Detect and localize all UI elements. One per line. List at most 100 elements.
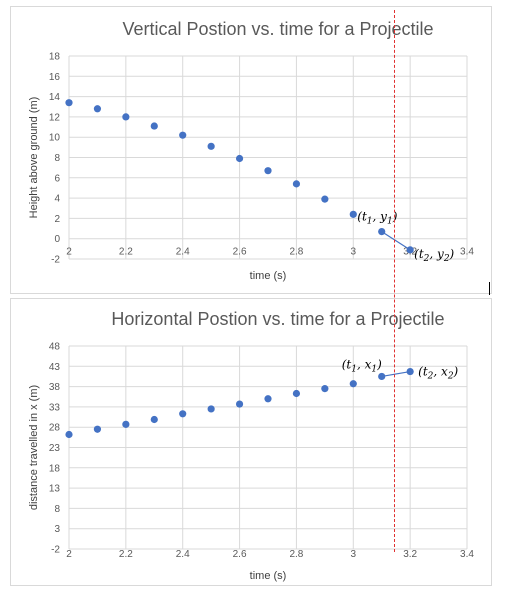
data-point	[179, 410, 187, 418]
y-axis-label: distance travelled in x (m)	[28, 385, 40, 510]
point-annotation-label: (t1, x1)	[342, 357, 382, 374]
annotation-text: t	[362, 209, 367, 223]
x-tick-label: 2	[66, 549, 72, 560]
data-point	[292, 180, 301, 188]
data-point	[207, 405, 215, 413]
annotation-text: t	[419, 247, 424, 261]
x-tick-label: 3.4	[460, 549, 474, 560]
annotation-text: y	[379, 209, 387, 223]
data-point	[235, 400, 244, 408]
annotation-text: t	[346, 357, 351, 371]
data-point	[349, 210, 357, 218]
data-point	[406, 246, 414, 254]
x-tick-label: 3	[351, 247, 357, 258]
data-point	[349, 380, 357, 388]
annotation-text: (	[342, 357, 347, 371]
annotation-subscript: 2	[427, 372, 434, 382]
y-tick-label: 18	[49, 463, 61, 474]
y-tick-label: 18	[49, 52, 61, 63]
x-tick-label: 2.2	[119, 247, 133, 258]
y-tick-label: 2	[54, 214, 60, 225]
annotation-text: )	[449, 247, 455, 261]
data-point	[378, 227, 386, 236]
point-annotation-label: (t2, x2)	[418, 365, 458, 382]
point-annotation-label: (t1, y1)	[357, 209, 397, 226]
x-tick-label: 2.6	[233, 247, 247, 258]
x-tick-label: 3	[351, 549, 357, 560]
annotation-subscript: 1	[367, 216, 373, 226]
annotation-text: (	[414, 247, 419, 261]
x-tick-label: 2.6	[233, 549, 247, 560]
data-point	[65, 99, 73, 107]
annotation-subscript: 2	[423, 254, 430, 264]
vertical-position-chart-panel	[10, 6, 492, 294]
chart-title: Horizontal Postion vs. time for a Projec…	[111, 309, 444, 329]
data-point	[93, 105, 102, 113]
data-point	[321, 385, 329, 393]
annotation-text: (	[418, 365, 423, 379]
y-axis-label: Height above ground (m)	[28, 97, 40, 219]
x-axis-label: time (s)	[250, 270, 287, 282]
x-tick-label: 2.8	[289, 549, 303, 560]
y-tick-label: 48	[49, 342, 61, 353]
data-point	[207, 142, 215, 150]
y-tick-label: 13	[49, 484, 61, 495]
annotation-text: t	[423, 365, 428, 379]
y-tick-label: 23	[49, 443, 61, 454]
y-tick-label: 38	[49, 382, 61, 393]
x-tick-label: 3.4	[460, 247, 474, 258]
annotation-text: x	[365, 357, 372, 371]
y-tick-label: 8	[54, 504, 60, 515]
y-tick-label: 12	[49, 112, 61, 123]
annotation-text: ,	[373, 209, 381, 223]
data-point	[93, 425, 102, 433]
annotation-text: ,	[429, 247, 437, 261]
annotation-text: (	[357, 209, 362, 223]
annotation-connector	[381, 231, 411, 251]
y-tick-label: 6	[54, 173, 60, 184]
data-point	[378, 372, 386, 381]
annotation-subscript: 1	[387, 216, 393, 226]
annotation-subscript: 1	[371, 364, 377, 374]
data-point	[150, 122, 158, 130]
data-point	[321, 195, 329, 203]
data-point	[179, 131, 187, 139]
chart-title: Vertical Postion vs. time for a Projecti…	[122, 19, 433, 39]
annotation-subscript: 2	[443, 254, 450, 264]
annotation-subscript: 2	[447, 372, 454, 382]
cursor-mark	[489, 282, 490, 295]
data-point	[292, 389, 301, 398]
x-tick-label: 2.8	[289, 247, 303, 258]
x-tick-label: 2	[66, 247, 72, 258]
y-tick-label: 16	[49, 72, 61, 83]
red-dashed-guide-line	[394, 10, 395, 552]
data-point	[122, 113, 130, 121]
y-tick-label: -2	[51, 255, 60, 266]
y-tick-label: 43	[49, 362, 61, 373]
annotation-text: y	[436, 247, 444, 261]
vertical-chart: -202468101214161822.22.42.62.833.23.4Ver…	[28, 19, 474, 282]
y-tick-label: 0	[54, 234, 60, 245]
y-tick-label: -2	[51, 545, 60, 556]
annotation-text: )	[453, 365, 459, 379]
point-annotation-label: (t2, y2)	[414, 247, 454, 264]
data-point	[122, 420, 130, 428]
y-tick-label: 3	[54, 524, 60, 535]
data-point	[406, 367, 414, 376]
x-tick-label: 2.4	[176, 549, 190, 560]
annotation-subscript: 1	[351, 364, 357, 374]
annotation-text: ,	[357, 357, 365, 371]
y-tick-label: 14	[49, 92, 61, 103]
x-tick-label: 3.2	[403, 549, 417, 560]
y-tick-label: 10	[49, 133, 61, 144]
annotation-connector	[381, 370, 411, 378]
annotation-text: x	[441, 365, 448, 379]
y-tick-label: 4	[54, 194, 60, 205]
data-point	[264, 167, 272, 175]
annotation-text: )	[376, 357, 382, 371]
data-point	[235, 154, 244, 163]
annotation-text: ,	[433, 365, 441, 379]
data-point	[150, 415, 158, 424]
